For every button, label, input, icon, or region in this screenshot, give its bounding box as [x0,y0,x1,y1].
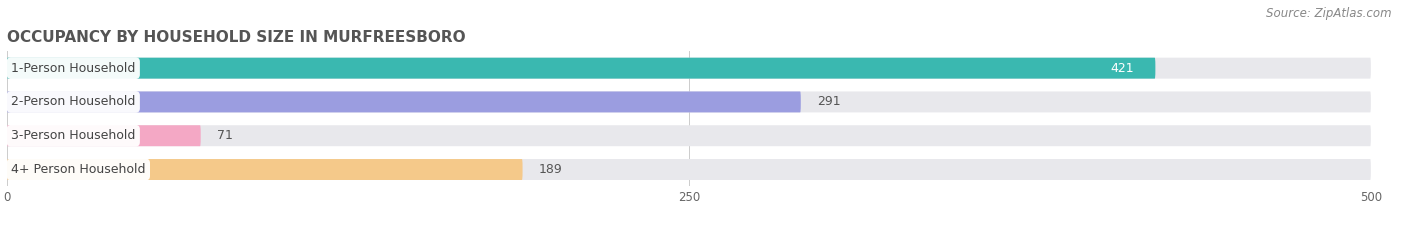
Text: 1-Person Household: 1-Person Household [11,62,135,75]
FancyBboxPatch shape [7,58,1156,79]
FancyBboxPatch shape [7,125,1371,146]
Text: 3-Person Household: 3-Person Household [11,129,135,142]
FancyBboxPatch shape [7,125,201,146]
Text: 4+ Person Household: 4+ Person Household [11,163,146,176]
FancyBboxPatch shape [7,159,523,180]
FancyBboxPatch shape [7,159,1371,180]
Text: 421: 421 [1109,62,1133,75]
Text: OCCUPANCY BY HOUSEHOLD SIZE IN MURFREESBORO: OCCUPANCY BY HOUSEHOLD SIZE IN MURFREESB… [7,30,465,45]
Text: 2-Person Household: 2-Person Household [11,96,135,108]
FancyBboxPatch shape [7,58,1371,79]
Text: Source: ZipAtlas.com: Source: ZipAtlas.com [1267,7,1392,20]
FancyBboxPatch shape [7,92,801,112]
Text: 291: 291 [817,96,841,108]
Text: 71: 71 [217,129,233,142]
FancyBboxPatch shape [7,92,1371,112]
Text: 189: 189 [538,163,562,176]
